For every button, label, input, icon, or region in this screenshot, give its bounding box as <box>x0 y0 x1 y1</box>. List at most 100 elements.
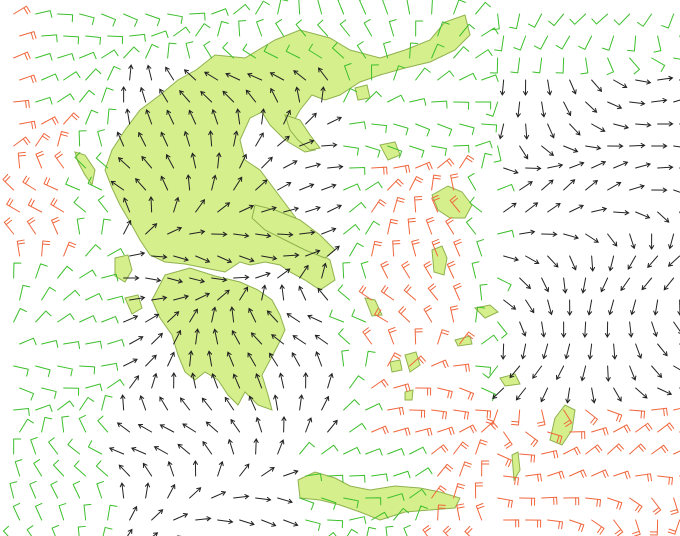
wind-barb <box>450 173 459 191</box>
wind-barb <box>437 70 455 81</box>
wind-barb <box>415 123 431 137</box>
wind-barb <box>277 497 293 504</box>
wind-barb <box>239 255 255 263</box>
wind-barb <box>283 469 299 477</box>
wind-barb <box>123 219 132 235</box>
wind-barb <box>371 240 383 257</box>
wind-barb <box>563 179 576 191</box>
wind-barb <box>563 233 580 240</box>
wind-barb <box>651 97 668 104</box>
wind-barb <box>167 483 176 499</box>
wind-barb <box>475 140 493 149</box>
wind-barb <box>607 443 624 455</box>
wind-barb <box>159 88 169 103</box>
wind-barb <box>525 202 539 213</box>
wind-barb <box>239 153 248 169</box>
wind-barb <box>77 525 86 536</box>
wind-barb <box>613 161 629 169</box>
wind-barb <box>129 505 138 521</box>
wind-barb <box>17 151 27 169</box>
wind-barb <box>299 497 315 511</box>
wind-barb <box>101 87 114 103</box>
wind-barb <box>286 313 301 323</box>
corfu <box>74 151 96 187</box>
wind-barb <box>63 71 81 81</box>
wind-barb <box>57 93 75 103</box>
wind-barb <box>497 497 513 509</box>
wind-barb <box>492 387 505 400</box>
wind-barb <box>233 130 239 147</box>
wind-barb <box>253 438 259 455</box>
wind-barb <box>415 161 433 171</box>
wind-barb <box>540 321 546 338</box>
wind-barb <box>179 397 191 411</box>
wind-barb <box>647 255 659 269</box>
wind-barb <box>35 404 53 413</box>
wind-barb <box>565 387 571 404</box>
wind-barb <box>346 528 359 536</box>
wind-barb <box>409 145 425 158</box>
wind-barb <box>148 196 154 213</box>
wind-barb <box>110 180 125 191</box>
wind-barb <box>475 1 492 15</box>
wind-barb <box>294 86 301 103</box>
wind-barb <box>321 262 328 279</box>
wind-barb <box>231 330 241 345</box>
wind-barb <box>385 525 394 536</box>
wind-barb <box>79 315 97 323</box>
wind-barb <box>57 53 75 61</box>
wind-barb <box>431 238 441 257</box>
wind-barb <box>500 79 506 96</box>
wind-barb <box>165 153 175 169</box>
wind-barb <box>151 332 164 345</box>
wind-barb <box>307 314 323 323</box>
wind-barb <box>629 497 643 513</box>
wind-barb <box>277 232 294 238</box>
wind-barb <box>233 274 250 280</box>
wind-barb <box>561 321 567 338</box>
wind-barb <box>321 395 330 411</box>
wind-barb <box>166 109 175 125</box>
wind-barb <box>431 145 447 157</box>
wind-barb <box>216 152 222 169</box>
wind-barb <box>437 387 453 399</box>
wind-barb <box>431 194 440 213</box>
wind-barb <box>183 130 191 147</box>
wind-barb <box>459 123 475 136</box>
karpathos <box>511 451 521 482</box>
wind-barb <box>601 35 615 51</box>
wind-barb <box>527 13 543 28</box>
wind-barb <box>522 79 529 96</box>
rhodes <box>549 404 576 446</box>
wind-barb <box>411 239 420 257</box>
wind-barb <box>569 161 585 169</box>
wind-barb <box>160 175 169 191</box>
wind-barb <box>365 497 382 506</box>
wind-barb <box>393 197 405 213</box>
wind-barb <box>101 273 119 282</box>
wind-barb <box>547 299 554 316</box>
wind-barb <box>525 519 542 528</box>
wind-barb <box>409 98 427 106</box>
wind-barb <box>649 519 659 536</box>
wind-barb <box>314 334 329 345</box>
wind-barb <box>629 142 646 149</box>
wind-barb <box>533 35 549 50</box>
wind-barb <box>387 352 402 367</box>
wind-barb <box>657 121 674 127</box>
wind-barb <box>283 109 291 125</box>
wind-barb <box>97 129 105 147</box>
wind-barb <box>406 0 411 15</box>
wind-barb <box>415 467 433 477</box>
wind-barb <box>380 285 395 301</box>
wind-barb <box>525 299 535 314</box>
wind-barb <box>298 285 307 301</box>
wind-barb <box>85 244 102 257</box>
wind-barb <box>459 72 477 81</box>
wind-barb <box>371 425 389 435</box>
wind-barb <box>635 473 652 482</box>
wind-barb <box>587 343 593 360</box>
wind-barb <box>343 145 359 156</box>
wind-barb <box>190 152 197 169</box>
